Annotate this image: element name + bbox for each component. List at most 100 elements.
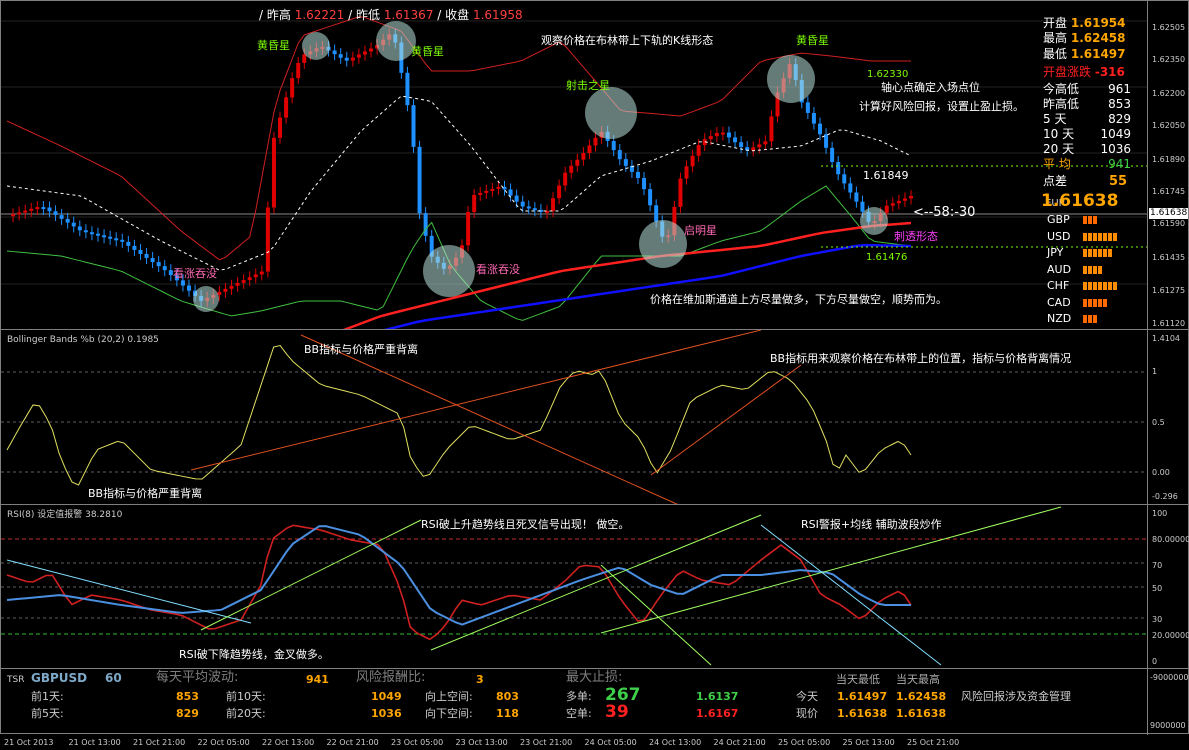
strength-bar <box>1093 315 1097 323</box>
rsi-note-right: RSI警报+均线 辅助波段炒作 <box>801 518 942 531</box>
up-space-label: 向上空间: <box>425 690 473 703</box>
time-tick: 23 Oct 05:00 <box>391 738 444 747</box>
candle-body <box>702 139 707 146</box>
strength-bar <box>1088 232 1092 241</box>
strength-bar <box>1098 265 1102 274</box>
long-value: 267 <box>605 685 641 705</box>
candle-body <box>714 133 719 137</box>
shooting-star: 射击之星 <box>566 79 610 92</box>
bb-trendline-short <box>650 364 802 476</box>
countdown: <--58:-30 <box>913 205 976 220</box>
strength-bar <box>1093 298 1097 307</box>
rsi-axis-tick: 80.00000 <box>1152 535 1189 544</box>
candle-body <box>17 212 22 215</box>
range-row: 5 天 829 <box>1043 113 1131 126</box>
high-label: 最高 <box>1043 31 1068 45</box>
candle-body <box>824 134 829 148</box>
tsr-axis: -9000000 9000000 <box>1147 669 1189 735</box>
candle-body <box>132 245 137 250</box>
candle-body <box>423 213 428 236</box>
rsi-axis-tick: 70 <box>1152 561 1163 570</box>
time-tick: 22 Oct 13:00 <box>262 738 315 747</box>
strength-bar <box>1093 265 1097 274</box>
candle-body <box>733 137 738 143</box>
range-row: 昨高低 853 <box>1043 98 1131 111</box>
currency-row: JPY <box>1047 246 1113 259</box>
big-price: 1.61638 <box>1041 191 1119 211</box>
range-label: 平 均 <box>1043 157 1071 171</box>
spread-value: 55 <box>1109 174 1128 189</box>
rsi-trendline-up <box>200 519 422 631</box>
candle-body <box>890 203 895 206</box>
rsi-axis-tick: 0 <box>1152 657 1158 666</box>
candle-body <box>502 186 507 190</box>
time-tick: 25 Oct 05:00 <box>778 738 831 747</box>
time-tick: 21 Oct 13:00 <box>68 738 121 747</box>
candle-body <box>53 211 58 216</box>
pivot-note: 轴心点确定入场点位 <box>881 81 980 94</box>
short-value: 39 <box>605 702 629 722</box>
strength-bar <box>1098 282 1102 290</box>
candle-body <box>156 262 161 267</box>
candle-body <box>223 288 228 292</box>
price-axis-tick: 1.61275 <box>1152 286 1186 295</box>
rsi-axis-tick: 20.00000 <box>1152 631 1189 640</box>
time-axis: 21 Oct 2013 21 Oct 13:00 21 Oct 21:00 22 Oc… <box>0 734 1189 750</box>
candle-body <box>817 123 822 135</box>
candle-body <box>338 54 343 58</box>
candle-body <box>302 54 307 63</box>
low-label: 最低 <box>1043 47 1068 61</box>
prev-low-value: 1.61367 <box>383 8 434 22</box>
candle-body <box>150 258 155 263</box>
currency-label: JPY <box>1047 246 1064 259</box>
tsr-tick-top: -9000000 <box>1150 673 1189 682</box>
bb-trendline-down <box>300 334 682 506</box>
time-tick: 23 Oct 13:00 <box>455 738 508 747</box>
time-tick: 22 Oct 05:00 <box>197 738 250 747</box>
candle-body <box>775 92 780 117</box>
bb-pane[interactable]: Bollinger Bands %b (20,2) 0.1985 BB指标与价格… <box>0 329 1189 506</box>
candle-body <box>235 282 240 286</box>
candle-body <box>466 211 471 246</box>
rsi-axis-tick: 30 <box>1152 615 1163 624</box>
price-axis: 1.62505 1.62350 1.62200 1.62050 1.61890 1.617… <box>1147 1 1189 331</box>
candle-body <box>720 132 725 135</box>
strength-bar <box>1088 298 1092 307</box>
bull-engulf-1: 看涨吞没 <box>173 267 217 280</box>
candle-body <box>909 196 913 199</box>
bb-trendline-up <box>190 330 762 471</box>
candle-body <box>593 137 598 146</box>
spread-label: 点差 <box>1043 174 1068 188</box>
rsi-pane[interactable]: RSI(8) 设定值报警 38.2810 RSI破上升趋势线且死叉信号出现！ 做… <box>0 504 1189 670</box>
candle-body <box>678 178 683 207</box>
strength-bar <box>1108 232 1112 241</box>
candle-body <box>854 192 859 202</box>
candle-body <box>290 78 295 98</box>
rsi-trendline-up-2 <box>430 514 762 651</box>
rsi-note-top: RSI破上升趋势线且死叉信号出现！ 做空。 <box>421 518 630 531</box>
bb-axis-tick: 0.00 <box>1152 468 1170 477</box>
price-pane[interactable]: / 昨高 1.62221 / 昨低 1.61367 / 收盘 1.61958 观… <box>0 0 1189 331</box>
currency-prefix: EUR <box>1045 198 1066 209</box>
prev-high-value: 1.62221 <box>294 8 345 22</box>
now-label: 现价 <box>796 707 818 720</box>
daily-vol-label: 每天平均波动: <box>156 670 239 685</box>
candle-body <box>429 235 434 257</box>
candle-body <box>617 150 622 160</box>
daily-vol-value: 941 <box>306 673 329 686</box>
candle-body <box>884 205 889 214</box>
rsi-axis-tick: 50 <box>1152 584 1163 593</box>
strength-bar <box>1093 232 1097 241</box>
range-value: 1036 <box>1100 142 1131 156</box>
candle-body <box>478 192 483 195</box>
candle-body <box>514 195 519 202</box>
currency-row: CHF <box>1047 279 1118 292</box>
time-tick: 21 Oct 2013 <box>4 738 54 747</box>
today-label: 今天 <box>796 690 818 703</box>
tsr-pane[interactable]: TSR GBPUSD 60 每天平均波动: 941 风险报酬比: 3 最大止损:… <box>0 668 1189 735</box>
open-label: 开盘 <box>1043 16 1068 30</box>
candle-body <box>745 147 750 151</box>
candle-body <box>65 218 70 223</box>
candle-body <box>830 147 835 162</box>
strength-bar <box>1083 298 1087 307</box>
